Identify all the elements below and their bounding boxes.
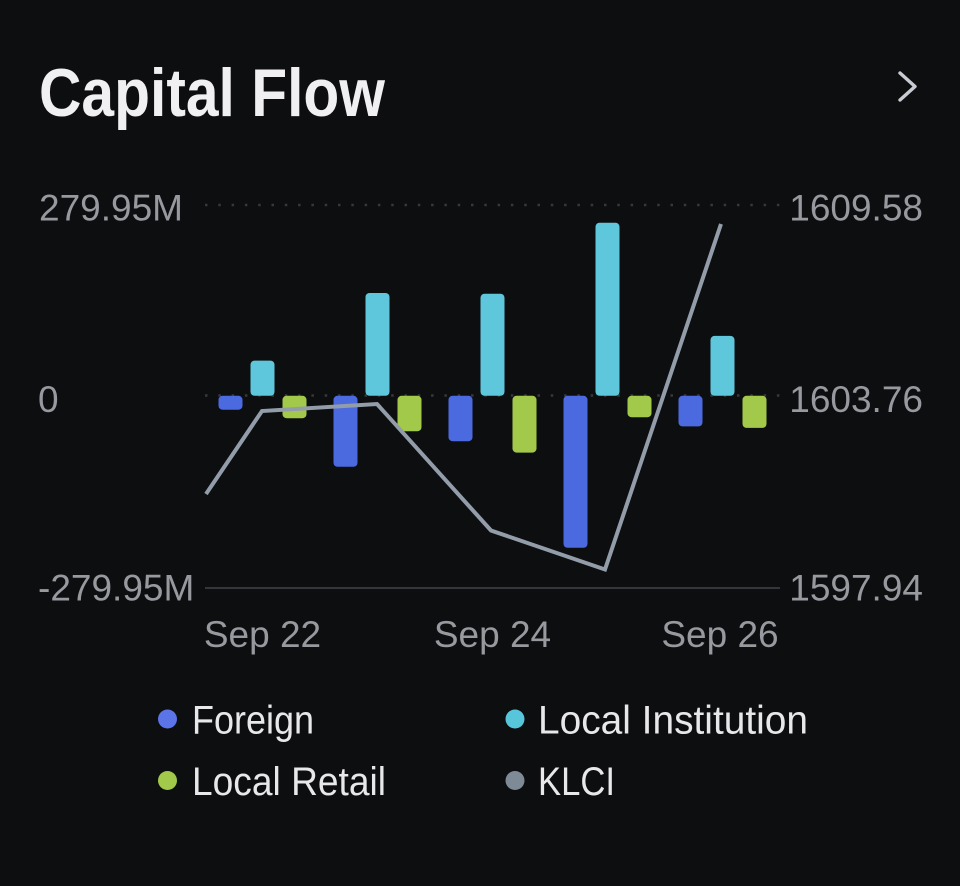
- svg-text:Foreign: Foreign: [192, 699, 314, 743]
- svg-text:1597.94: 1597.94: [789, 568, 923, 609]
- svg-text:Sep 22: Sep 22: [204, 614, 321, 655]
- svg-text:Local Retail: Local Retail: [192, 760, 386, 804]
- svg-text:KLCI: KLCI: [538, 760, 615, 804]
- svg-text:-279.95M: -279.95M: [38, 568, 194, 609]
- svg-text:Sep 24: Sep 24: [434, 614, 551, 655]
- svg-text:Capital Flow: Capital Flow: [39, 55, 386, 131]
- svg-text:Sep 26: Sep 26: [661, 614, 778, 655]
- svg-text:279.95M: 279.95M: [39, 188, 183, 229]
- svg-text:0: 0: [38, 379, 59, 420]
- svg-text:Local Institution: Local Institution: [538, 699, 808, 743]
- svg-text:1603.76: 1603.76: [789, 379, 923, 420]
- svg-text:1609.58: 1609.58: [789, 188, 923, 229]
